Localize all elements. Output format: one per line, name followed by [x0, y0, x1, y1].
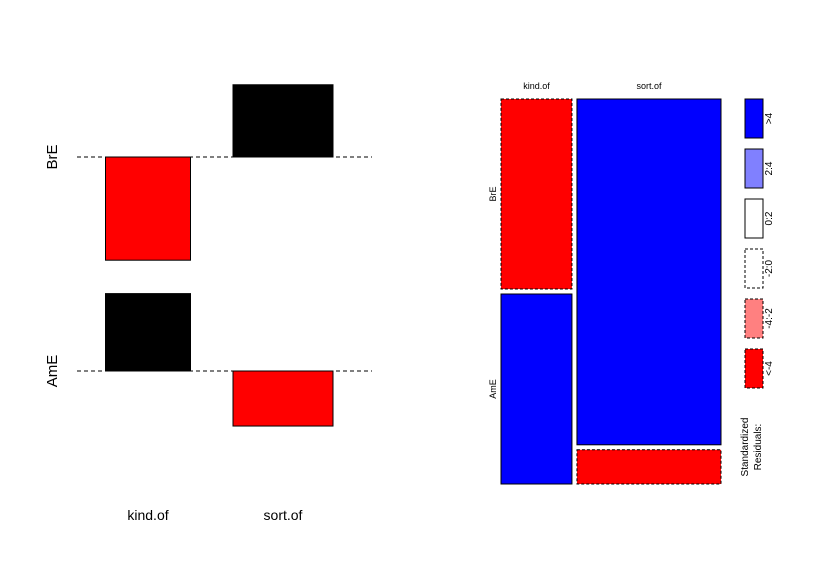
- legend-swatch-3: [744, 248, 764, 289]
- category-label-kind.of: kind.of: [127, 507, 168, 523]
- tile-kind.of-AmE: [500, 293, 573, 485]
- legend-label-4: -4:-2: [764, 308, 775, 329]
- category-label-sort.of: sort.of: [264, 507, 303, 523]
- legend-swatch-2: [744, 198, 764, 239]
- row-label-AmE: AmE: [44, 355, 61, 388]
- tile-kind.of-BrE: [500, 98, 573, 290]
- bar-AmE-kind.of: [105, 293, 191, 372]
- tile-sort.of-BrE: [576, 98, 722, 446]
- legend-label-2: 0:2: [764, 211, 775, 225]
- legend-label-3: -2:0: [764, 259, 775, 277]
- legend-label-5: <-4: [764, 361, 775, 376]
- association-plot: BrE AmE kind.of sort.of: [44, 84, 372, 523]
- legend-swatch-5: [744, 348, 764, 389]
- legend-swatch-0: [744, 98, 764, 139]
- mosaic-plot: kind.of sort.of BrE AmE >4 2:4 0:2 -2:0 -4:-2 <-4…: [488, 81, 775, 485]
- row-label-BrE: BrE: [44, 144, 61, 169]
- legend-title-line2: Residuals:: [753, 424, 764, 471]
- row-label-AmE: AmE: [488, 379, 498, 399]
- legend-swatch-4: [744, 298, 764, 339]
- bar-BrE-sort.of: [232, 84, 334, 158]
- column-label-kind.of: kind.of: [523, 81, 550, 91]
- legend-label-1: 2:4: [764, 161, 775, 175]
- tile-sort.of-AmE: [576, 449, 722, 485]
- column-label-sort.of: sort.of: [636, 81, 662, 91]
- row-label-BrE: BrE: [488, 186, 498, 201]
- bar-AmE-sort.of: [232, 370, 334, 427]
- bar-BrE-kind.of: [105, 156, 191, 261]
- legend: >4 2:4 0:2 -2:0 -4:-2 <-4 Standardized Residual…: [740, 98, 775, 477]
- legend-swatch-1: [744, 148, 764, 189]
- legend-label-0: >4: [764, 112, 775, 124]
- legend-title-line1: Standardized: [740, 418, 751, 477]
